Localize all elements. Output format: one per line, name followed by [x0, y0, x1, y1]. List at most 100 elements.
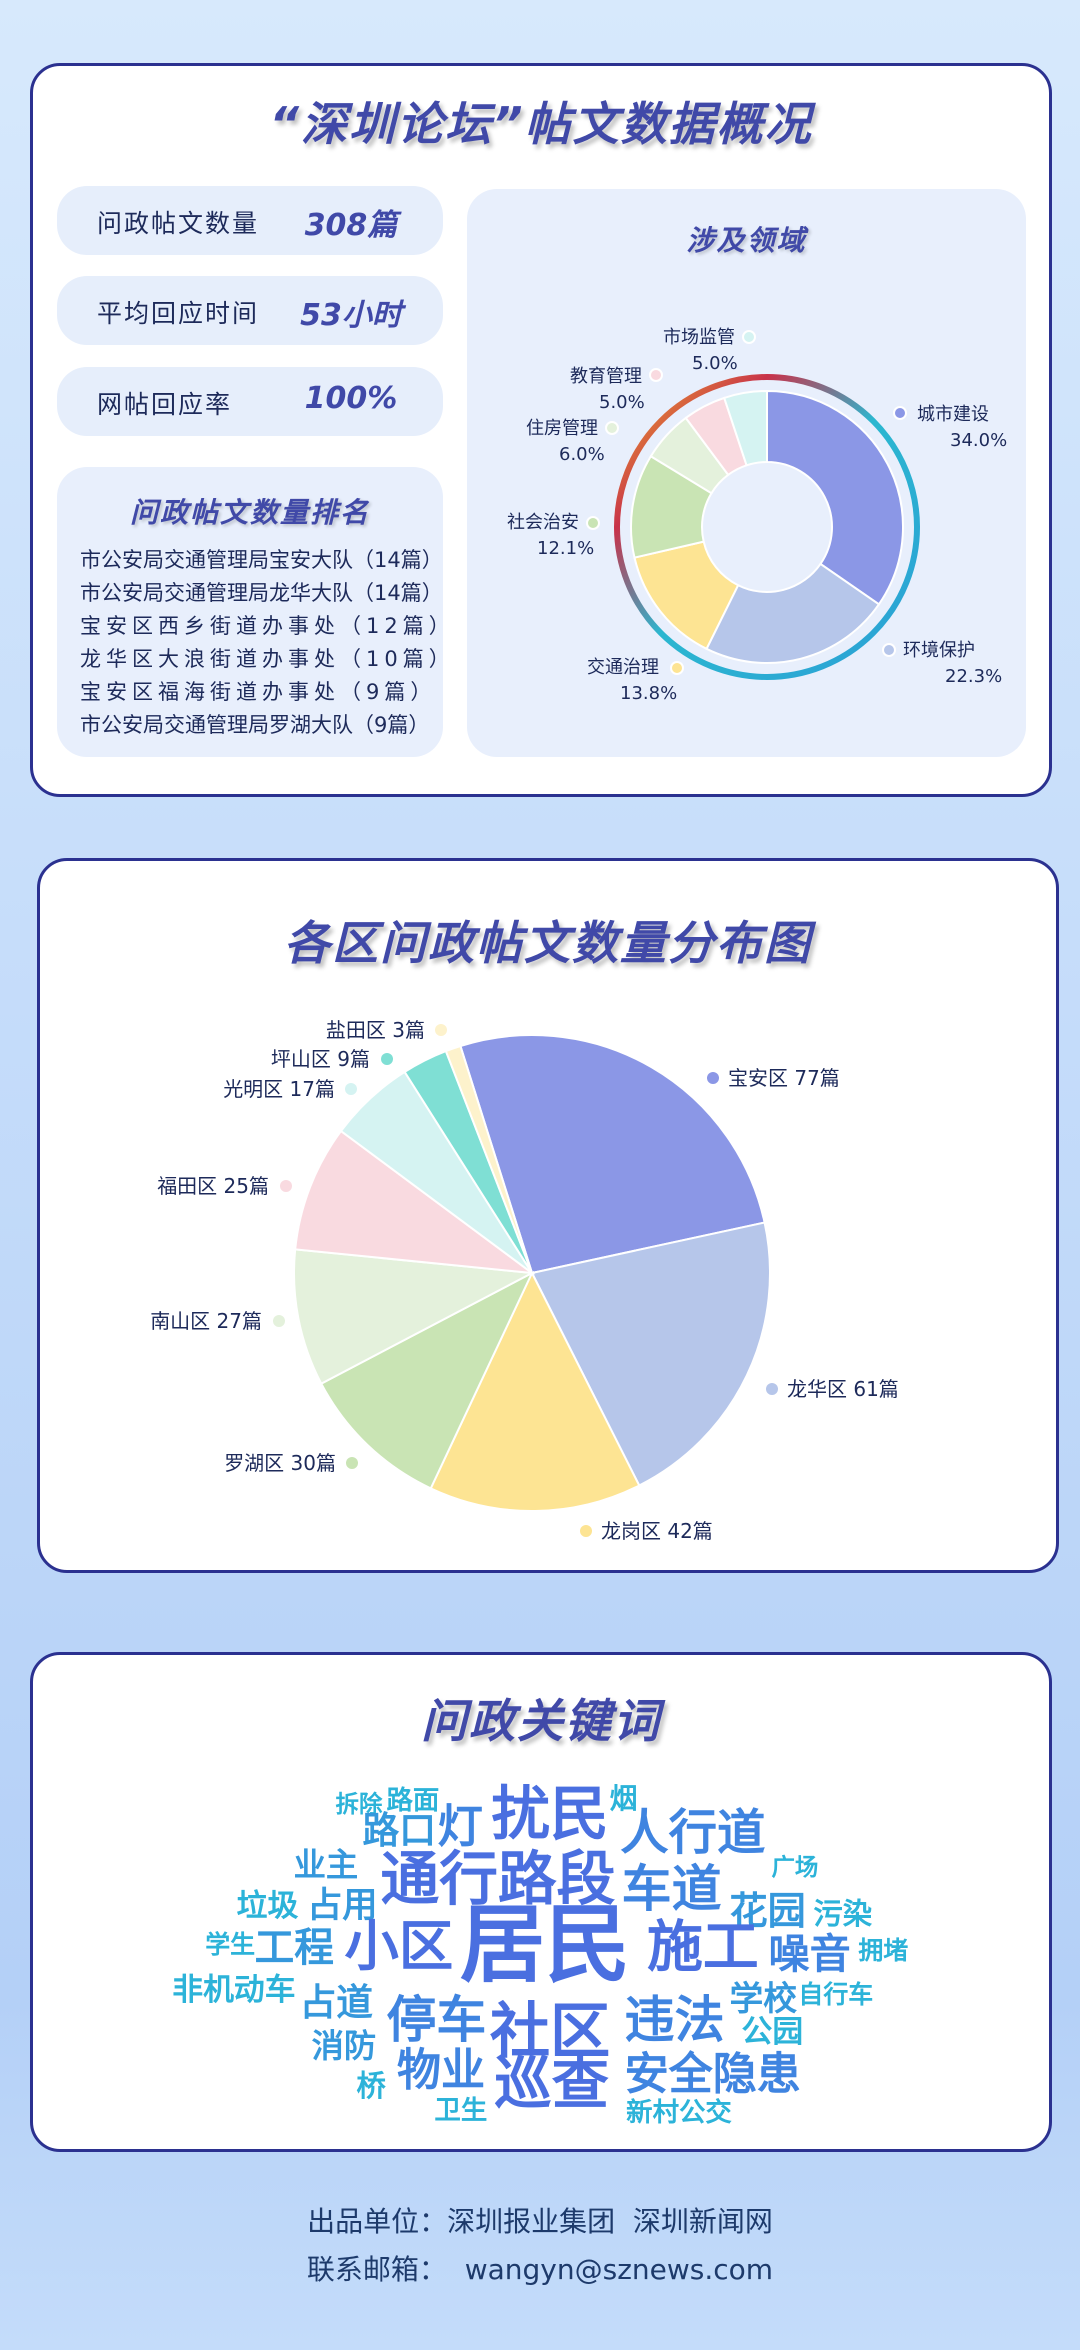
pie-label: 坪山区 9篇	[271, 1047, 370, 1071]
keyword: 停车	[386, 1990, 487, 2049]
ranking-item: 龙华区大浪街道办事处（10篇）	[80, 647, 455, 671]
keyword: 车道	[621, 1860, 722, 1919]
legend-dot	[742, 330, 756, 344]
stat-value: 308篇	[304, 208, 398, 243]
keyword: 业主	[293, 1845, 359, 1884]
donut-label: 城市建设	[917, 404, 989, 425]
stat-avg-response: 平均回应时间 53小时	[57, 276, 443, 345]
donut-value-label: 34.0%	[950, 430, 1007, 451]
donut-label: 住房管理	[526, 418, 598, 439]
donut-value-label: 5.0%	[599, 392, 645, 413]
keyword: 自行车	[798, 1979, 874, 2009]
legend-dot	[670, 661, 684, 675]
keyword: 广场	[771, 1852, 819, 1881]
keywords-card: 问政关键词	[30, 1652, 1052, 2152]
keyword: 施工	[647, 1915, 759, 1981]
donut-value-label: 12.1%	[537, 538, 594, 559]
donut-label: 市场监管	[663, 327, 735, 348]
footer-contact: 联系邮箱： wangyn@sznews.com	[306, 2253, 774, 2286]
keyword: 拆除	[335, 1789, 383, 1818]
donut-value-label: 22.3%	[945, 666, 1002, 687]
pie-legend-dot	[381, 1053, 393, 1065]
ranking-item: 市公安局交通管理局宝安大队（14篇）	[80, 548, 443, 572]
keyword: 烟	[609, 1781, 638, 1815]
pie-legend-dot	[280, 1180, 292, 1192]
keyword: 社区	[489, 1997, 611, 2068]
ranking-item: 市公安局交通管理局龙华大队（14篇）	[80, 581, 443, 605]
keyword: 非机动车	[172, 1971, 296, 2008]
pie-legend-dot	[346, 1457, 358, 1469]
donut-slice	[705, 562, 881, 664]
keyword: 巡查	[494, 2050, 609, 2118]
legend-dot	[649, 368, 663, 382]
ranking-item: 宝安区西乡街道办事处（12篇）	[80, 614, 455, 638]
domain-title: 涉及领域	[686, 224, 807, 257]
pie-slice	[530, 1221, 771, 1487]
pie-slice	[444, 1044, 533, 1274]
donut-slice	[722, 389, 768, 467]
donut-slice	[766, 389, 904, 606]
keyword: 路面	[386, 1784, 440, 1816]
pie-label: 龙华区 61篇	[787, 1377, 899, 1401]
stat-post-count: 问政帖文数量 308篇	[57, 186, 443, 255]
pie-legend-dot	[766, 1383, 778, 1395]
stat-response-rate: 网帖回应率 100%	[57, 367, 443, 436]
ranking-item: 市公安局交通管理局罗湖大队（9篇）	[80, 713, 430, 737]
keyword: 小区	[344, 1915, 454, 1979]
ranking-title: 问政帖文数量排名	[129, 496, 370, 529]
keyword: 路口	[362, 1808, 436, 1852]
domain-donut-chart: 城市建设 34.0% 环境保护 22.3% 交通治理 13.8% 社会治安 12.1% 住房管理…	[507, 327, 1007, 704]
stat-label: 网帖回应率	[97, 390, 233, 419]
pie-legend-dot	[345, 1083, 357, 1095]
keyword: 扰民	[491, 1779, 609, 1849]
keyword: 公园	[741, 2013, 804, 2050]
keyword: 噪音	[768, 1929, 851, 1978]
pie-slice	[429, 1270, 641, 1512]
keyword: 新村公交	[626, 2096, 732, 2128]
pie-legend-dot	[273, 1315, 285, 1327]
pie-legend-dot	[435, 1024, 447, 1036]
overview-title: “深圳论坛”帖文数据概况	[269, 97, 813, 151]
pie-label: 盐田区 3篇	[326, 1018, 425, 1042]
donut-value-label: 5.0%	[692, 353, 738, 374]
keyword: 通行路段	[380, 1843, 616, 1913]
donut-label: 环境保护	[903, 640, 975, 661]
keyword: 物业	[396, 2044, 486, 2096]
stat-value: 100%	[304, 381, 398, 416]
keyword: 占用	[307, 1884, 378, 1926]
pie-slice	[319, 1270, 535, 1490]
donut-value-label: 6.0%	[559, 444, 605, 465]
pie-label: 龙岗区 42篇	[601, 1519, 713, 1543]
pie-slice	[294, 1129, 536, 1275]
keyword: 安全隐患	[624, 2049, 801, 2101]
legend-dot	[605, 421, 619, 435]
keyword: 垃圾	[236, 1887, 299, 1924]
donut-label: 教育管理	[570, 366, 642, 387]
keyword: 消防	[311, 2027, 377, 2066]
stat-value: 53小时	[300, 298, 402, 333]
keyword: 拥堵	[858, 1936, 909, 1966]
footer-producer: 出品单位：深圳报业集团 深圳新闻网	[307, 2205, 773, 2238]
pie-slice	[459, 1034, 766, 1275]
ranking-item: 宝安区福海街道办事处（9篇）	[80, 680, 437, 704]
legend-dot	[893, 406, 907, 420]
keyword: 占道	[299, 1980, 373, 2024]
ranking-panel: 问政帖文数量排名 市公安局交通管理局宝安大队（14篇） 市公安局交通管理局龙华大…	[57, 467, 450, 757]
stat-label: 问政帖文数量	[97, 209, 260, 238]
keyword: 工程	[254, 1925, 334, 1972]
pie-label: 光明区 17篇	[223, 1077, 335, 1101]
district-card: 各区问政帖文数量分布图 宝安区 77篇 龙华区 61篇 龙岗区 42篇 罗湖区 30篇…	[37, 858, 1059, 1573]
district-title: 各区问政帖文数量分布图	[284, 916, 812, 970]
donut-label: 社会治安	[507, 512, 579, 533]
donut-label: 交通治理	[587, 657, 659, 678]
keyword: 人行道	[620, 1804, 766, 1861]
legend-dot	[586, 516, 600, 530]
legend-dot	[882, 643, 896, 657]
pie-label: 福田区 25篇	[157, 1174, 269, 1198]
keyword: 学校	[729, 1979, 798, 2019]
keyword: 卫生	[434, 2095, 488, 2127]
pie-label: 宝安区 77篇	[728, 1066, 840, 1090]
keyword: 居民	[459, 1895, 631, 1995]
keyword: 桥	[356, 2069, 386, 2104]
